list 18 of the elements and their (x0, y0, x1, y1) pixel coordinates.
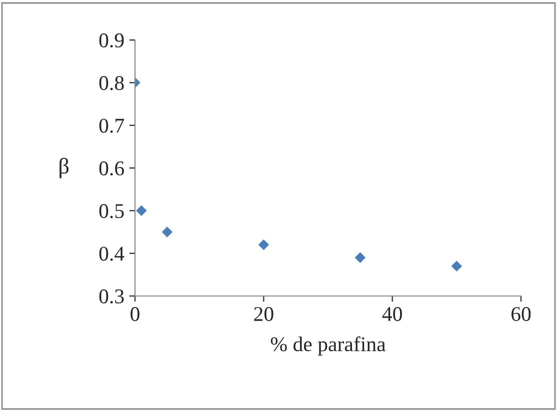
x-tick-label: 0 (130, 307, 140, 322)
point (162, 226, 173, 238)
point (136, 205, 147, 216)
y-tick-label: 0.4 (99, 246, 124, 261)
y-tick-label: 0.9 (99, 33, 124, 48)
x-tick-label: 60 (511, 307, 531, 322)
point (354, 252, 366, 263)
y-tick-label: 0.7 (99, 118, 124, 133)
y-tick-label: 0.5 (99, 204, 124, 218)
x-axis-title: % de parafina (270, 336, 386, 356)
y-tick-label: 0.6 (99, 161, 124, 176)
y-tick-label: 0.8 (99, 76, 124, 90)
y-axis-title: β (60, 158, 69, 178)
y-tick-label: 0.3 (99, 289, 124, 304)
point (451, 260, 462, 272)
point (258, 239, 270, 250)
x-tick-label: 20 (254, 307, 274, 322)
x-tick-label: 40 (382, 307, 402, 322)
